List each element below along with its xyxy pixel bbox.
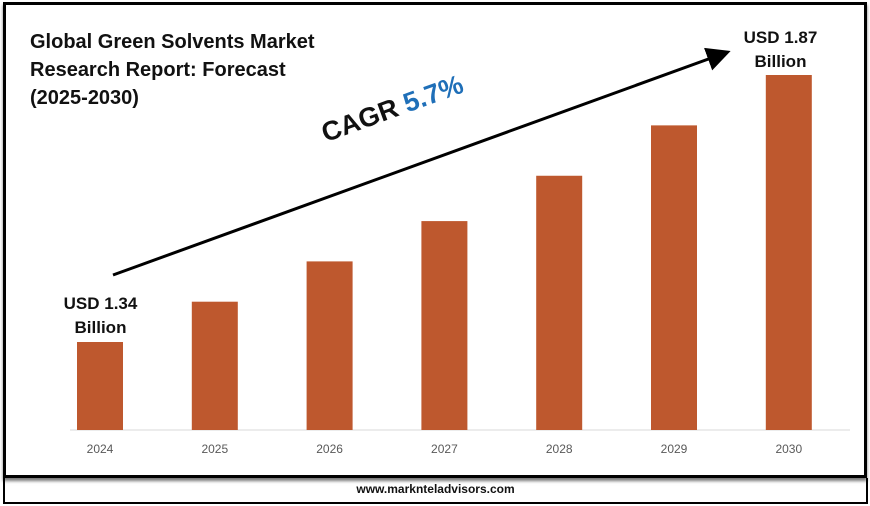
x-tick-label: 2027 [431, 442, 458, 456]
growth-arrow [112, 47, 731, 277]
bar-2028 [536, 175, 583, 430]
bar-2026 [306, 261, 353, 430]
x-tick-label: 2028 [546, 442, 573, 456]
footer-website: www.marknteladvisors.com [3, 478, 868, 504]
x-tick-label: 2030 [775, 442, 802, 456]
end-value-label: USD 1.87 Billion [743, 28, 818, 71]
bar-2030 [765, 75, 812, 430]
x-tick-label: 2026 [316, 442, 343, 456]
bar-2024 [77, 342, 123, 430]
x-tick-label: 2025 [201, 442, 228, 456]
bar-2025 [191, 301, 238, 430]
bar-2029 [651, 125, 697, 431]
x-tick-label: 2024 [87, 442, 114, 456]
x-tick-label: 2029 [661, 442, 688, 456]
start-value-label: USD 1.34 Billion [63, 294, 138, 337]
bar-2027 [421, 221, 468, 430]
chart-title: Global Green Solvents Market Research Rep… [30, 31, 315, 109]
